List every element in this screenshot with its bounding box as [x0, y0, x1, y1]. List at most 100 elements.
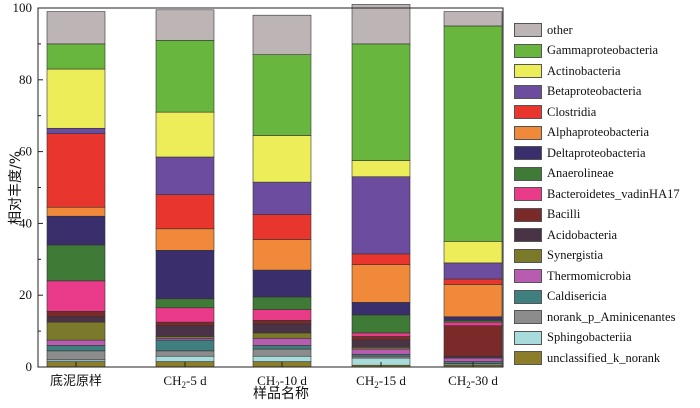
bar-segment	[155, 250, 215, 300]
bar-segment	[46, 133, 106, 208]
y-tick-label: 40	[19, 215, 32, 230]
legend: other Gammaproteobacteria Actinobacteria Be…	[514, 20, 696, 369]
legend-swatch	[514, 310, 542, 325]
bar-segment	[351, 264, 411, 303]
legend-label: Alphaproteobacteria	[547, 125, 650, 140]
bar-segment	[443, 278, 503, 285]
y-tick-label: 20	[19, 287, 32, 302]
bar-segment	[351, 314, 411, 334]
bar-segment	[155, 298, 215, 309]
x-axis: 底泥原样 CH2-5 d CH2-10 d CH2-15 d CH2-30 d	[50, 362, 498, 390]
bar-segment	[155, 339, 215, 352]
legend-label: norank_p_Aminicenantes	[547, 309, 676, 324]
bar-segment	[252, 14, 312, 55]
bar-segment	[351, 332, 411, 337]
legend-label: Acidobacteria	[547, 227, 618, 242]
legend-swatch	[514, 166, 542, 181]
bar-segment	[443, 357, 503, 362]
bar-segment	[252, 332, 312, 339]
legend-label: Deltaproteobacteria	[547, 145, 646, 160]
legend-swatch	[514, 146, 542, 161]
legend-item: Acidobacteria	[514, 225, 696, 246]
bar-segment	[155, 228, 215, 251]
legend-label: Thermomicrobia	[547, 268, 631, 283]
legend-label: Synergistia	[547, 248, 604, 263]
legend-swatch	[514, 105, 542, 120]
legend-label: other	[547, 22, 573, 37]
y-axis-title: 相对丰度/%	[8, 151, 24, 225]
legend-item: unclassified_k_norank	[514, 348, 696, 369]
bar-segment	[443, 325, 503, 357]
legend-item: Gammaproteobacteria	[514, 41, 696, 62]
legend-swatch	[514, 23, 542, 38]
bar-segment	[252, 54, 312, 136]
bar-segment	[252, 355, 312, 362]
bar-segment	[155, 156, 215, 195]
legend-item: Actinobacteria	[514, 61, 696, 82]
legend-swatch	[514, 64, 542, 79]
bar-segment	[351, 253, 411, 265]
legend-label: Anaerolineae	[547, 166, 614, 181]
legend-swatch	[514, 351, 542, 366]
bar-segment	[443, 241, 503, 264]
bar-segment	[46, 350, 106, 361]
x-tick-label: CH2-30 d	[448, 373, 498, 390]
bar-segment	[155, 307, 215, 323]
bar-segment	[155, 355, 215, 362]
y-axis: 0 20 40 60 80 100	[13, 0, 43, 374]
legend-label: Betaproteobacteria	[547, 84, 642, 99]
bar-segment	[351, 43, 411, 161]
legend-swatch	[514, 289, 542, 304]
bar-segment	[155, 9, 215, 41]
bar-segment	[351, 302, 411, 316]
bar-segment	[46, 321, 106, 341]
legend-swatch	[514, 187, 542, 202]
bar-segment	[46, 316, 106, 323]
bar-segment	[252, 320, 312, 325]
bar-segment	[252, 181, 312, 215]
bar-segment	[252, 135, 312, 183]
legend-swatch	[514, 228, 542, 243]
bar-segment	[252, 214, 312, 240]
legend-swatch	[514, 248, 542, 263]
bar-segment	[155, 325, 215, 337]
bar-segment	[252, 337, 312, 346]
y-tick-label: 100	[13, 0, 33, 15]
legend-label: Caldisericia	[547, 289, 607, 304]
x-axis-title: 样品名称	[253, 386, 309, 402]
bar-segment	[252, 269, 312, 298]
legend-item: Bacteroidetes_vadinHA17	[514, 184, 696, 205]
bar-segment	[46, 244, 106, 282]
legend-swatch	[514, 207, 542, 222]
bar-segment	[351, 348, 411, 355]
legend-swatch	[514, 330, 542, 345]
bar-segment	[46, 215, 106, 246]
legend-label: Sphingobacteriia	[547, 330, 632, 345]
legend-swatch	[514, 43, 542, 58]
bar-segment	[351, 339, 411, 348]
legend-label: Clostridia	[547, 104, 597, 119]
bar-segment	[252, 348, 312, 357]
bar-segment	[46, 311, 106, 318]
bar-segment	[46, 68, 106, 129]
bar-segment	[443, 262, 503, 280]
legend-item: norank_p_Aminicenantes	[514, 307, 696, 328]
legend-item: Bacilli	[514, 205, 696, 226]
legend-item: Synergistia	[514, 246, 696, 267]
bar-segment	[155, 350, 215, 357]
bar-segment	[46, 127, 106, 134]
bar-segment	[252, 309, 312, 321]
x-tick-label: CH2-15 d	[356, 373, 406, 390]
bar-segment	[46, 339, 106, 346]
bar-segment	[252, 323, 312, 334]
x-tick-label: CH2-10 d	[257, 373, 307, 390]
bar-segment	[46, 280, 106, 312]
legend-label: Bacteroidetes_vadinHA17	[547, 186, 680, 201]
bar-segment	[46, 345, 106, 352]
bar-segment	[252, 239, 312, 271]
bar-segment	[46, 43, 106, 70]
legend-item: Clostridia	[514, 102, 696, 123]
bar-segment	[155, 40, 215, 113]
legend-label: Actinobacteria	[547, 63, 621, 78]
legend-item: Deltaproteobacteria	[514, 143, 696, 164]
